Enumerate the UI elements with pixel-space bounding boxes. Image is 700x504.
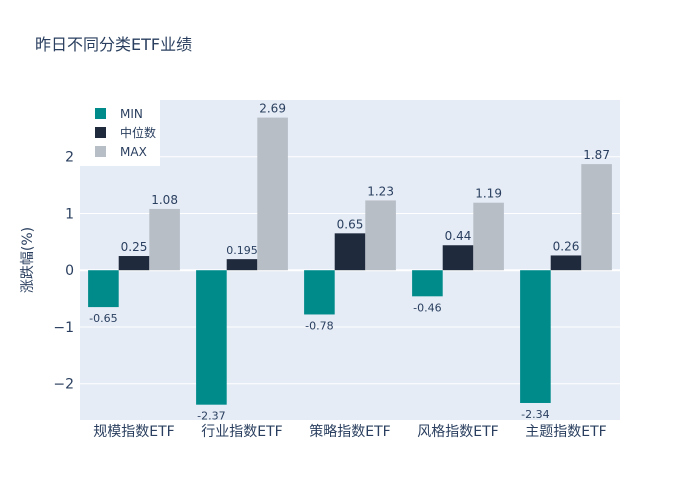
x-category-label: 主题指数ETF <box>525 424 606 440</box>
data-label: -2.37 <box>197 410 225 423</box>
bar[interactable] <box>520 270 551 403</box>
bar[interactable] <box>550 255 582 271</box>
data-label: -0.78 <box>305 319 333 332</box>
chart-title: 昨日不同分类ETF业绩 <box>35 35 192 54</box>
bar[interactable] <box>412 270 443 297</box>
y-axis-ticks: −2 −1 0 1 2 <box>53 150 74 393</box>
bar[interactable] <box>226 259 258 271</box>
data-label: -0.46 <box>413 301 441 314</box>
legend-swatch[interactable] <box>95 108 106 119</box>
data-label: 0.44 <box>445 229 472 243</box>
legend-box <box>80 100 160 166</box>
bar[interactable] <box>304 270 335 315</box>
data-label: 1.08 <box>151 193 178 207</box>
y-tick-label: 1 <box>65 206 74 222</box>
data-label: -2.34 <box>521 408 549 421</box>
data-labels: -0.65 0.25 1.08 -2.37 0.195 2.69 -0.78 0.65 1.23… <box>89 102 610 423</box>
y-tick-label: −1 <box>53 320 74 336</box>
data-label: 0.26 <box>553 239 580 253</box>
data-label: -0.65 <box>89 312 117 325</box>
data-label: 1.87 <box>583 148 610 162</box>
x-category-label: 风格指数ETF <box>417 424 498 440</box>
bar[interactable] <box>365 200 396 271</box>
data-label: 0.65 <box>337 217 364 231</box>
legend-label[interactable]: MAX <box>120 145 147 159</box>
x-axis-categories: 规模指数ETF 行业指数ETF 策略指数ETF 风格指数ETF 主题指数ETF <box>93 423 606 440</box>
bar[interactable] <box>196 270 227 405</box>
y-tick-label: 0 <box>65 263 74 279</box>
bar[interactable] <box>149 208 180 271</box>
legend-label[interactable]: MIN <box>120 107 143 121</box>
x-category-label: 规模指数ETF <box>93 424 174 440</box>
bar[interactable] <box>442 245 474 271</box>
data-label: 0.195 <box>226 244 258 257</box>
bars <box>88 117 612 405</box>
legend-swatch[interactable] <box>95 146 106 157</box>
bar[interactable] <box>257 117 288 271</box>
y-tick-label: 2 <box>65 150 74 166</box>
data-label: 0.25 <box>121 240 148 254</box>
bar[interactable] <box>88 270 119 308</box>
legend[interactable]: MIN 中位数 MAX <box>80 100 160 166</box>
data-label: 1.19 <box>475 187 502 201</box>
bar[interactable] <box>334 233 366 271</box>
x-category-label: 行业指数ETF <box>201 424 282 440</box>
x-category-label: 策略指数ETF <box>309 423 390 440</box>
bar[interactable] <box>118 256 150 271</box>
bar[interactable] <box>473 202 504 271</box>
legend-label[interactable]: 中位数 <box>120 125 156 140</box>
y-tick-label: −2 <box>53 377 74 393</box>
legend-swatch[interactable] <box>95 127 106 138</box>
bar[interactable] <box>581 164 612 271</box>
data-label: 1.23 <box>367 184 394 198</box>
y-axis-label: 涨跌幅(%) <box>20 227 36 293</box>
data-label: 2.69 <box>259 102 286 116</box>
